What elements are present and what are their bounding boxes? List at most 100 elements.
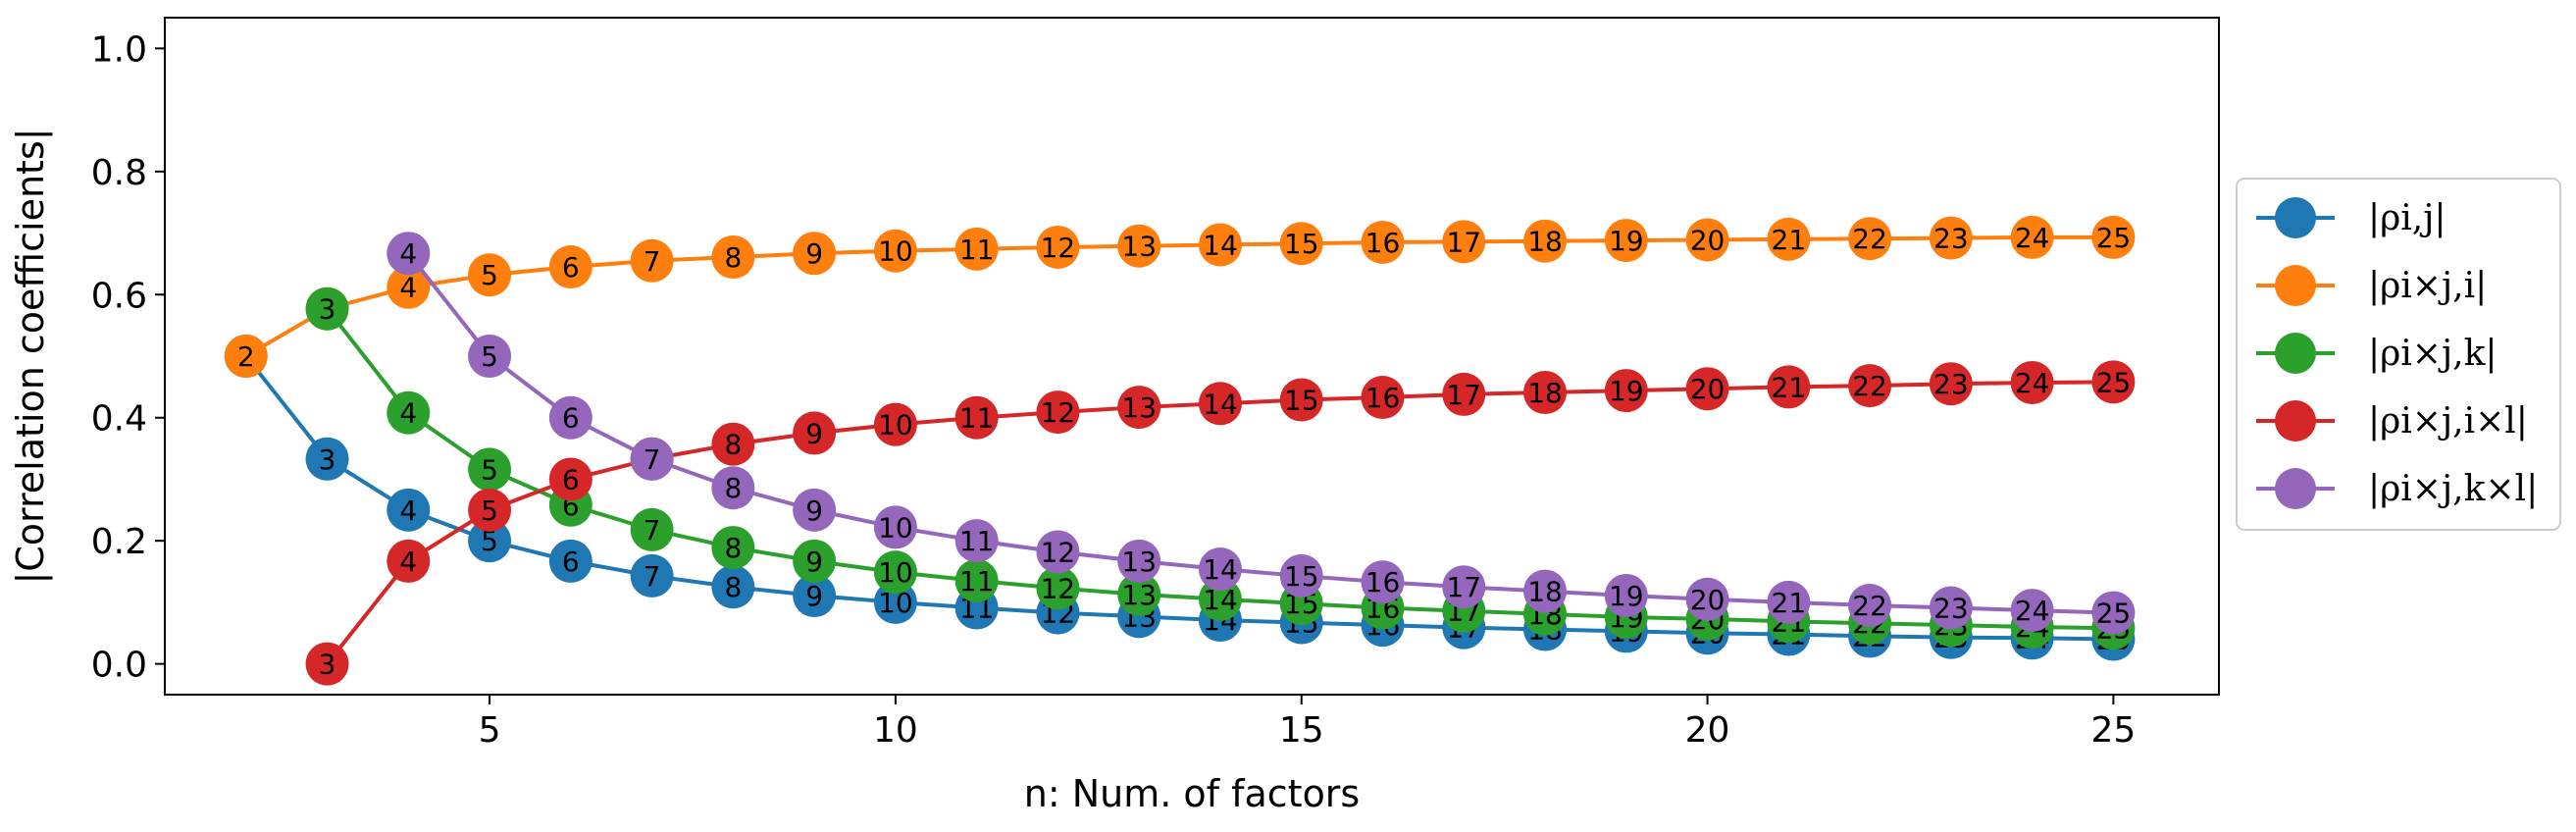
data-point-label: 23: [1933, 368, 1969, 400]
y-axis-label: |Correlation coefficients|: [9, 128, 53, 584]
data-point: [954, 395, 999, 440]
data-point: [1361, 220, 1405, 264]
legend-marker: [2275, 333, 2316, 374]
data-point-label: 12: [1041, 572, 1076, 604]
x-axis: 5 10 15 20 25: [479, 695, 2136, 751]
data-point-label: 7: [644, 560, 661, 593]
data-point: [1604, 574, 1648, 618]
data-point: [1117, 224, 1161, 268]
legend-item-4: |ρi×j,i×l|: [2256, 400, 2528, 442]
legend: |ρi,j| |ρi×j,i| |ρi×j,k| |ρi×j,i×l| |ρi×j,k×…: [2236, 178, 2561, 531]
data-point-label: 6: [562, 251, 580, 284]
data-point: [2091, 591, 2136, 635]
data-point-label: 17: [1446, 379, 1481, 411]
data-point-label: 18: [1527, 576, 1563, 608]
x-tick-label: 10: [873, 710, 918, 751]
data-point: [1685, 367, 1729, 411]
x-tick-label: 5: [479, 710, 501, 751]
data-point-label: 10: [878, 409, 913, 442]
data-point: [1604, 369, 1648, 413]
data-point-label: 25: [2096, 366, 2132, 398]
data-point-label: 5: [481, 453, 498, 486]
x-axis-label: n: Num. of factors: [1024, 772, 1360, 815]
legend-item-5: |ρi×j,k×l|: [2256, 468, 2538, 509]
series-4: 3 4 5 6 7 8 9 10 11 12 13 14 15 16 17 18 19 20 21 22 23 24 25: [305, 360, 2136, 686]
data-point: [1523, 371, 1568, 415]
data-point: [548, 245, 592, 289]
data-point-label: 11: [959, 565, 995, 598]
data-point-label: 15: [1284, 228, 1319, 260]
data-point: [548, 457, 592, 501]
legend-marker: [2275, 265, 2316, 306]
data-point: [630, 437, 674, 481]
data-point-label: 8: [724, 241, 742, 274]
data-point: [1767, 365, 1811, 409]
data-point: [711, 565, 755, 609]
data-point: [873, 402, 917, 446]
data-point-label: 12: [1041, 396, 1076, 429]
y-tick-label: 1.0: [91, 29, 147, 70]
data-point-label: 24: [2015, 367, 2050, 399]
data-point-label: 9: [805, 237, 823, 270]
data-point-label: 8: [724, 429, 742, 461]
data-point-label: 20: [1690, 224, 1726, 256]
data-point: [548, 395, 592, 440]
data-point-label: 13: [1121, 546, 1157, 578]
x-tick-label: 15: [1279, 710, 1324, 751]
legend-marker: [2275, 197, 2316, 238]
x-tick-label: 25: [2090, 710, 2136, 751]
data-point: [548, 539, 592, 583]
data-point-label: 11: [959, 525, 995, 557]
data-point-label: 6: [562, 546, 580, 578]
data-point-label: 12: [1041, 232, 1076, 264]
data-point: [305, 286, 349, 331]
data-point: [711, 235, 755, 280]
data-point: [711, 422, 755, 466]
data-point-label: 19: [1609, 225, 1644, 257]
data-point-label: 3: [319, 443, 336, 476]
legend-frame: [2236, 178, 2561, 531]
data-point: [1036, 225, 1080, 269]
x-tick-label: 20: [1685, 710, 1730, 751]
data-point: [386, 539, 431, 583]
data-point: [1279, 222, 1323, 266]
y-tick-label: 0.4: [91, 399, 147, 440]
data-point: [873, 229, 917, 273]
data-point: [468, 488, 512, 532]
data-point: [1442, 565, 1486, 609]
data-point: [1685, 577, 1729, 621]
data-point: [1198, 577, 1242, 621]
data-point: [1848, 364, 1892, 408]
legend-marker: [2275, 400, 2316, 442]
data-point-label: 5: [481, 259, 498, 291]
data-point-label: 22: [1852, 590, 1887, 622]
data-point: [793, 488, 837, 532]
data-point-label: 16: [1365, 566, 1401, 598]
data-point: [711, 466, 755, 510]
data-point-label: 6: [562, 463, 580, 495]
data-point-label: 9: [805, 494, 823, 527]
data-point: [468, 447, 512, 492]
data-point-label: 6: [562, 402, 580, 435]
data-point-label: 19: [1609, 580, 1644, 612]
data-point-label: 20: [1690, 584, 1726, 616]
data-point: [954, 227, 999, 271]
legend-label: |ρi×j,i×l|: [2368, 401, 2528, 442]
data-point-label: 15: [1284, 560, 1319, 593]
data-point-label: 4: [399, 272, 417, 304]
data-point: [954, 558, 999, 602]
data-point-label: 17: [1446, 571, 1481, 603]
legend-item-1: |ρi,j|: [2256, 197, 2447, 238]
y-tick-label: 0.0: [91, 646, 147, 686]
data-point: [1036, 566, 1080, 610]
data-point: [630, 553, 674, 598]
data-point-label: 16: [1365, 227, 1401, 259]
data-point-label: 5: [481, 340, 498, 373]
data-point: [1279, 378, 1323, 422]
data-point-label: 11: [959, 402, 995, 435]
data-point: [1036, 390, 1080, 435]
data-point: [1361, 376, 1405, 420]
data-point: [793, 539, 837, 583]
legend-label: |ρi×j,i|: [2368, 266, 2487, 306]
data-point: [630, 507, 674, 551]
